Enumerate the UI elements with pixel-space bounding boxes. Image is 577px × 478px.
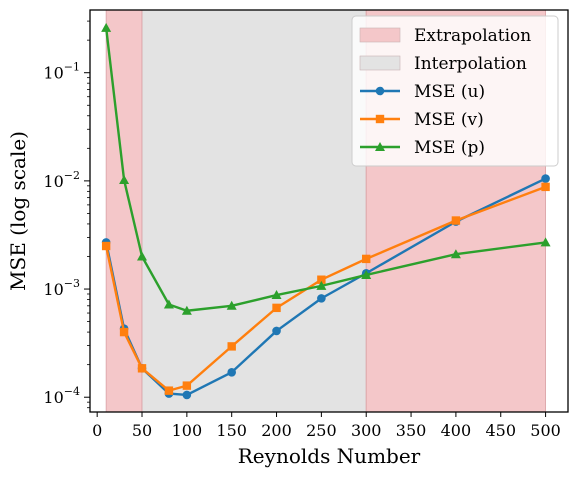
- x-tick-label-2: 100: [172, 421, 203, 440]
- series-1-point-3: [164, 386, 174, 395]
- x-tick-label-0: 0: [92, 421, 102, 440]
- series-2-point-8: [361, 269, 372, 279]
- series-1-point-6: [272, 303, 281, 313]
- x-tick-label-7: 350: [396, 421, 427, 440]
- series-1-point-10: [541, 182, 550, 192]
- y-axis-title: MSE (log scale): [6, 131, 30, 291]
- legend-swatch-0: [359, 27, 401, 43]
- series-1-point-8: [362, 254, 371, 264]
- series-2-point-9: [450, 249, 461, 259]
- series-2-point-7: [316, 280, 327, 290]
- series-0-point-5: [227, 367, 236, 377]
- series-0-point-10: [541, 174, 550, 183]
- legend-swatch-1: [359, 55, 401, 71]
- x-axis-ticks: 0 50 100 150 200 250 300 350 400 450 500: [92, 412, 561, 440]
- x-tick-label-9: 450: [485, 421, 516, 440]
- series-2-point-2: [137, 251, 148, 261]
- legend-label-2: MSE (u): [414, 82, 485, 102]
- y-tick-label-1: 10−3: [43, 277, 80, 299]
- series-group: [101, 22, 551, 400]
- y-axis-ticks: 10−4 10−3 10−2 10−1: [43, 20, 90, 409]
- x-tick-label-1: 50: [132, 421, 152, 440]
- legend-label-3: MSE (v): [414, 110, 484, 130]
- y-tick-label-3: 10−1: [43, 61, 80, 83]
- region-band-1: [142, 10, 367, 412]
- series-1-point-0: [101, 241, 111, 251]
- legend-marker-4: [375, 142, 385, 151]
- legend-marker-2: [375, 86, 385, 96]
- x-tick-label-4: 200: [261, 421, 292, 440]
- legend-label-4: MSE (p): [414, 138, 485, 158]
- series-2-point-6: [271, 290, 282, 300]
- x-tick-label-3: 150: [216, 421, 247, 440]
- legend-marker-3: [375, 114, 385, 124]
- series-1-point-9: [451, 216, 461, 225]
- plot-frame: [89, 9, 569, 413]
- legend: Extrapolation Interpolation MSE (u) MSE (v)…: [351, 15, 559, 167]
- y-tick-label-2: 10−2: [43, 169, 80, 191]
- series-1-point-4: [182, 381, 192, 390]
- legend-box: [351, 15, 559, 167]
- series-0-point-7: [317, 294, 326, 303]
- series-1-point-2: [137, 364, 147, 373]
- series-1-point-5: [227, 342, 236, 351]
- x-tick-label-6: 300: [351, 421, 382, 440]
- series-2-point-4: [181, 305, 192, 315]
- x-tick-label-5: 250: [306, 421, 337, 440]
- series-2-point-5: [226, 300, 237, 310]
- y-tick-label-0: 10−4: [43, 385, 80, 407]
- x-tick-label-8: 400: [441, 421, 472, 440]
- series-0-point-4: [182, 390, 192, 400]
- series-2-point-3: [163, 299, 174, 309]
- series-2-point-0: [101, 22, 112, 32]
- series-2-point-1: [119, 174, 130, 184]
- series-0-point-6: [272, 326, 281, 336]
- series-2-point-10: [540, 237, 551, 247]
- legend-label-0: Extrapolation: [414, 26, 531, 46]
- x-axis-title: Reynolds Number: [238, 444, 421, 468]
- x-tick-label-10: 500: [530, 421, 561, 440]
- legend-label-1: Interpolation: [414, 54, 527, 74]
- series-1-point-1: [119, 327, 129, 337]
- series-1-point-7: [317, 275, 326, 284]
